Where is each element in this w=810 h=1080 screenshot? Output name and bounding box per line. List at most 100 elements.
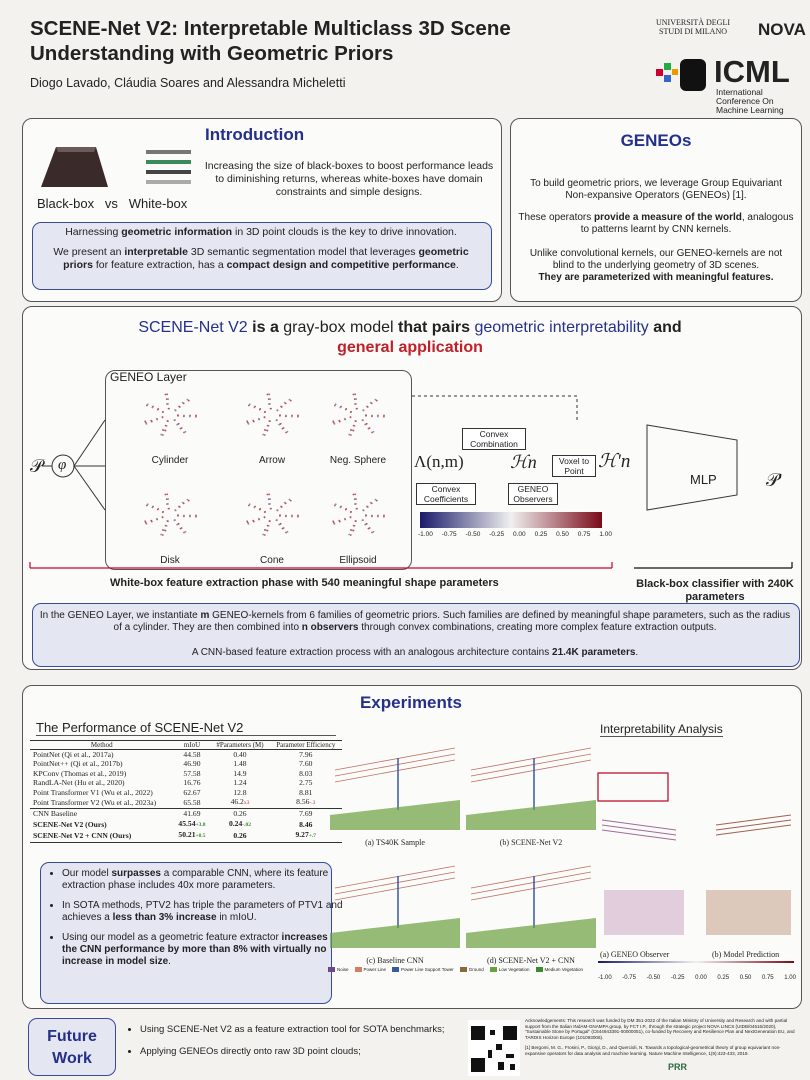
logo-icml: ICML <box>714 54 790 89</box>
colorbar-ticks: -1.00 -0.75 -0.50 -0.25 0.00 0.25 0.50 0.75 1.00 <box>418 531 612 538</box>
kernel-label: Neg. Sphere <box>329 455 387 466</box>
value: 1.48 <box>233 759 247 769</box>
kernel-label: Cylinder <box>151 455 189 466</box>
kernel-label: Disk <box>160 555 180 566</box>
phi: φ <box>58 457 67 473</box>
text-segment: Our model <box>62 868 112 879</box>
text-segment: In the GENEO Layer, we instantiate <box>39 610 201 621</box>
kernel-image <box>144 393 197 436</box>
white-phase: White-box feature extraction phase with … <box>110 577 499 589</box>
value: 44.58 <box>183 750 201 759</box>
scene-image <box>330 747 460 830</box>
colorbar-tick: 0.75 <box>577 531 591 538</box>
colorbar-tick: 0.00 <box>513 531 526 538</box>
header-cell: #Parameters (M) <box>216 741 264 749</box>
title: SCENE-Net V2: Interpretable Multiclass 3… <box>30 17 511 65</box>
text-segment: less than 3% increase <box>112 912 217 923</box>
colorbar-tick: -0.75 <box>441 531 457 538</box>
text-segment: geometric information <box>121 226 233 238</box>
text-segment: general application <box>337 339 483 356</box>
text-segment: geometric priors <box>63 246 469 271</box>
text-segment: in 3D point clouds is the key to drive i… <box>232 226 457 238</box>
kernel-label: Arrow <box>258 455 286 466</box>
text-segment: interpretable <box>124 246 188 258</box>
model-highlight <box>32 603 800 667</box>
qr-code <box>468 1020 520 1076</box>
diagram-lines <box>29 395 793 569</box>
params-cell: 0.26 <box>210 830 269 842</box>
colorbar-tick: 0.50 <box>556 531 569 538</box>
colorbar-tick: -0.50 <box>465 531 481 538</box>
miou-cell: 57.58 <box>174 769 211 778</box>
interp-images <box>597 772 794 963</box>
value: 0.24 <box>228 818 243 828</box>
eff-cell: 8.56-.3 <box>270 797 342 809</box>
model-p2: A CNN-based feature extraction process w… <box>36 647 794 658</box>
delta: +3.8 <box>195 821 206 828</box>
value: 7.60 <box>299 759 313 769</box>
text-segment: for feature extraction, has a <box>92 258 227 271</box>
caption: (b) SCENE-Net V2 <box>499 838 563 847</box>
text-segment: n observers <box>301 622 359 633</box>
header-cell: Parameter Efficiency <box>276 741 336 749</box>
text-segment: and <box>648 319 682 336</box>
caption: (d) SCENE-Net V2 + CNN <box>487 956 575 965</box>
value: 62.67 <box>183 787 201 797</box>
text-segment: surpasses <box>111 868 161 879</box>
text-segment: . <box>168 956 171 967</box>
geneo-layer <box>105 370 412 570</box>
table-row: Point Transformer V2 (Wu et al., 2023a) 6… <box>30 797 342 809</box>
text-segment: a comparable CNN, where its feature extr… <box>62 868 329 891</box>
geneos-panel <box>510 118 802 302</box>
method-cell: Point Transformer V2 (Wu et al., 2023a) <box>33 798 157 808</box>
input: 𝒫 <box>30 456 43 476</box>
text-segment: White-box feature extraction phase with <box>110 577 322 589</box>
legend-item: Ground <box>459 967 484 972</box>
intro-title: Introduction <box>205 125 305 144</box>
value: 14.9 <box>233 768 247 778</box>
colorbar-tick: -0.50 <box>646 975 661 981</box>
text-segment: GENEO-kernels from 6 families of geometr… <box>113 610 791 633</box>
text-segment: geometric interpretability <box>474 319 649 336</box>
method-cell: PointNet (Qi et al., 2017a) <box>33 750 114 759</box>
header-row: Method mIoU #Parameters (M) Parameter Effic… <box>30 740 342 750</box>
text-segment: . <box>455 258 459 271</box>
legend-swatch <box>392 967 400 972</box>
legend-swatch <box>354 967 362 972</box>
text-segment: Using our model as a geometric feature e… <box>62 932 282 943</box>
text-segment: , analogous to patterns learnt by CNN ke… <box>580 212 794 235</box>
value: 65.58 <box>183 798 201 808</box>
delta: -.02 <box>242 821 251 828</box>
scene-image <box>330 865 460 948</box>
table-row: CNN Baseline 41.69 0.26 7.69 <box>30 808 342 819</box>
params-cell: 46.2x3 <box>210 797 269 809</box>
reference: [1] Bergomi, M. G., Frosini, P., Giorgi,… <box>525 1045 781 1056</box>
intro-highlight <box>32 222 492 290</box>
geneos-p3: Unlike convolutional kernels, our GENEO-… <box>529 248 783 271</box>
caption: (a) TS40K Sample <box>365 838 425 847</box>
text-segment: is a <box>247 319 284 336</box>
legend-swatch <box>489 967 497 972</box>
legend-item: Low Vegetation <box>489 967 530 972</box>
params-cell: 1.48 <box>210 759 269 768</box>
future-box <box>28 1018 116 1076</box>
params-cell: 14.9 <box>210 769 269 778</box>
colorbar-ticks: -1.00 -0.75 -0.50 -0.25 0.00 0.25 0.50 0.75 1.00 <box>598 975 796 981</box>
method-cell: KPConv (Thomas et al., 2019) <box>33 768 127 778</box>
eff-cell: 8.03 <box>270 769 342 778</box>
eff-cell: 7.96 <box>270 750 342 760</box>
bullets: Our model surpasses a comparable CNN, wh… <box>44 868 344 976</box>
params-cell: 0.40 <box>210 750 269 760</box>
value: 12.8 <box>233 787 247 797</box>
kernel-label: Ellipsoid <box>339 555 377 566</box>
text: 240K parameters <box>685 578 794 603</box>
value: 0.40 <box>233 750 247 759</box>
bullet: In SOTA methods, PTV2 has triple the par… <box>62 900 344 924</box>
value: 0.26 <box>233 809 247 819</box>
value: 8.46 <box>299 819 313 829</box>
miou-cell: 45.54+3.8 <box>174 819 211 830</box>
legend-item: Power Line Support Tower <box>392 967 454 972</box>
text-segment: We present an <box>53 246 125 258</box>
delta: +.7 <box>308 833 317 840</box>
eff-cell: 8.46 <box>270 819 342 830</box>
